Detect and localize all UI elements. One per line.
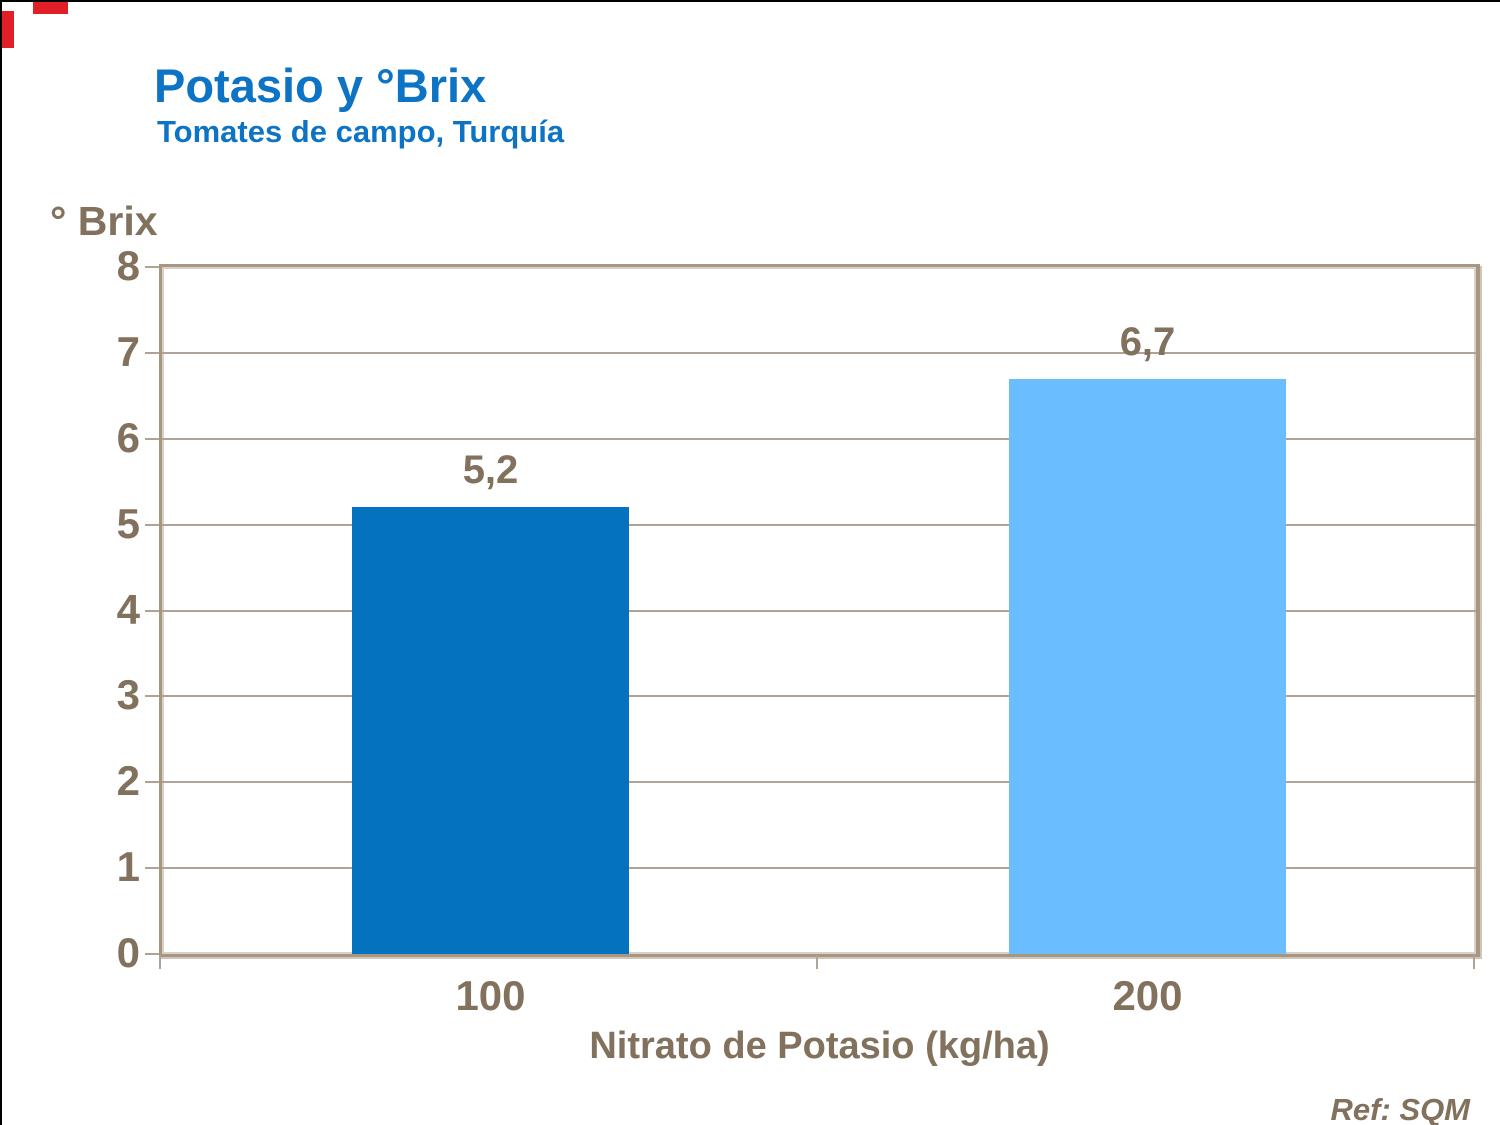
y-tick-mark — [145, 867, 159, 870]
y-tick-label: 8 — [116, 242, 140, 290]
reference-note: Ref: SQM — [1330, 1092, 1471, 1125]
bar-value-label: 6,7 — [1119, 319, 1176, 364]
corner-red-mark-left — [2, 11, 14, 48]
gridline — [162, 437, 1476, 440]
y-tick-mark — [145, 695, 159, 698]
x-tick-mark — [1473, 955, 1475, 969]
x-axis-title: Nitrato de Potasio (kg/ha) — [589, 1025, 1050, 1067]
bar-value-label: 5,2 — [462, 448, 519, 493]
y-tick-label: 0 — [116, 929, 140, 977]
gridline — [162, 523, 1476, 526]
gridline — [162, 695, 1476, 698]
y-tick-mark — [145, 953, 159, 955]
gridline — [162, 867, 1476, 870]
y-tick-mark — [145, 609, 159, 612]
gridline — [162, 781, 1476, 784]
x-tick-mark — [816, 955, 818, 969]
gridline — [162, 609, 1476, 612]
y-tick-mark — [145, 781, 159, 784]
y-axis-title: ° Brix — [50, 198, 158, 244]
gridline — [162, 351, 1476, 354]
corner-red-mark-top — [33, 2, 68, 14]
bar — [352, 507, 629, 954]
y-tick-label: 7 — [116, 328, 140, 376]
y-tick-label: 5 — [116, 499, 140, 547]
y-tick-label: 2 — [116, 757, 140, 805]
x-tick-label: 200 — [1112, 972, 1183, 1019]
slide-subtitle: Tomates de campo, Turquía — [157, 114, 565, 149]
slide-title: Potasio y °Brix — [154, 59, 487, 112]
x-tick-mark — [159, 955, 161, 969]
x-tick-label: 100 — [455, 972, 526, 1019]
y-tick-label: 4 — [116, 585, 140, 633]
y-tick-label: 1 — [116, 843, 140, 891]
y-tick-mark — [145, 437, 159, 440]
bar — [1009, 378, 1286, 954]
y-tick-mark — [145, 523, 159, 526]
y-tick-mark — [145, 351, 159, 354]
y-tick-mark — [145, 266, 159, 268]
y-tick-label: 6 — [116, 413, 140, 461]
y-tick-label: 3 — [116, 671, 140, 719]
